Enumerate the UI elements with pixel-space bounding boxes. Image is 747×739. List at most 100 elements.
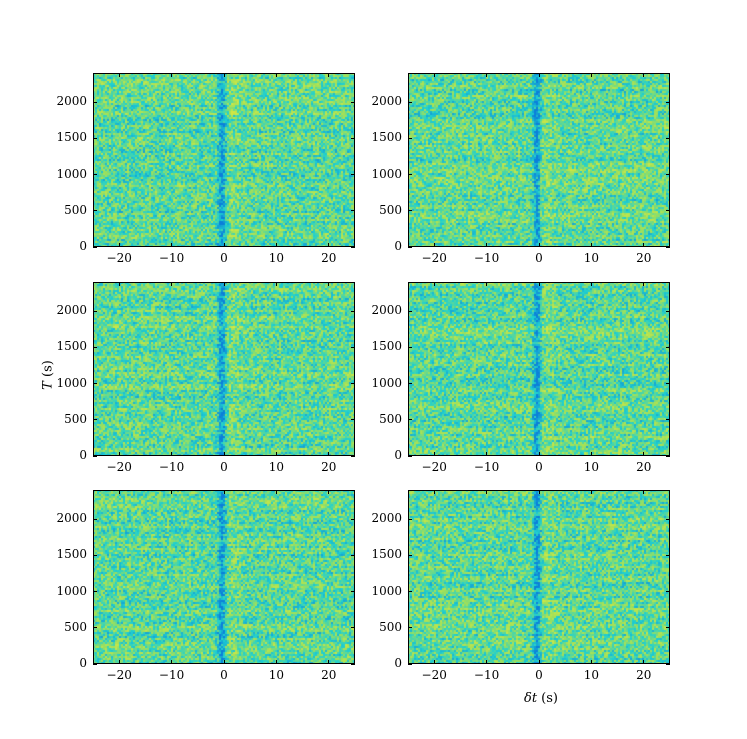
x-tick-mark [171, 660, 173, 664]
y-tick-mark [408, 591, 412, 592]
y-tick-label: 1000 [371, 166, 402, 181]
heatmap-image [93, 490, 355, 664]
heatmap-image [93, 73, 355, 247]
y-tick-label: 500 [64, 411, 87, 426]
x-tick-label: 0 [220, 251, 228, 265]
y-tick-label: 2000 [56, 94, 87, 108]
y-tick-mark [351, 663, 355, 665]
x-tick-mark [590, 282, 592, 286]
y-tick-mark [93, 455, 97, 457]
x-tick-mark [538, 243, 540, 247]
x-tick-label: −20 [106, 460, 132, 474]
x-tick-mark [590, 243, 592, 247]
y-tick-mark [351, 455, 355, 457]
axes-frame [93, 490, 355, 664]
x-tick-mark [328, 73, 330, 77]
y-tick-label: 1500 [56, 547, 87, 562]
y-tick-label: 0 [79, 656, 87, 670]
x-tick-mark [538, 452, 540, 456]
y-tick-label: 0 [394, 448, 402, 462]
y-tick-mark [351, 346, 355, 348]
y-tick-mark [666, 101, 670, 103]
x-tick-mark [275, 243, 277, 247]
x-tick-mark [118, 490, 120, 494]
y-tick-mark [666, 663, 670, 665]
x-tick-mark [643, 73, 645, 77]
x-tick-mark [275, 490, 277, 494]
y-tick-mark [93, 210, 97, 212]
heatmap-image [408, 73, 670, 247]
x-tick-mark [118, 243, 120, 247]
y-tick-mark [351, 246, 355, 248]
y-tick-label: 0 [394, 656, 402, 670]
y-tick-label: 2000 [371, 511, 402, 525]
y-tick-label: 2000 [371, 94, 402, 108]
y-tick-mark [408, 455, 412, 457]
x-tick-mark [486, 282, 488, 286]
heatmap-panel-5 [93, 490, 355, 664]
y-tick-label: 500 [379, 619, 402, 634]
y-tick-mark [93, 346, 97, 348]
x-tick-label: −10 [473, 251, 500, 265]
y-tick-label: 500 [64, 619, 87, 634]
heatmap-image [408, 490, 670, 664]
x-tick-label: 10 [268, 460, 285, 474]
heatmap-image [93, 282, 355, 456]
x-tick-mark [275, 73, 277, 77]
y-tick-label: 2000 [56, 303, 87, 317]
y-tick-mark [93, 101, 97, 103]
axes-frame [93, 73, 355, 247]
y-tick-label: 500 [379, 411, 402, 426]
y-tick-mark [93, 591, 97, 592]
heatmap-panel-1 [93, 73, 355, 247]
y-tick-mark [408, 210, 412, 212]
x-tick-label: 10 [268, 668, 285, 682]
x-tick-label: 10 [583, 668, 600, 682]
x-tick-mark [643, 243, 645, 247]
y-tick-mark [666, 518, 670, 520]
y-tick-mark [666, 310, 670, 312]
y-tick-mark [351, 174, 355, 175]
x-tick-label: −10 [158, 668, 185, 682]
x-tick-mark [433, 490, 435, 494]
x-tick-mark [538, 73, 540, 77]
x-tick-label: 10 [268, 251, 285, 265]
y-tick-mark [408, 346, 412, 348]
x-tick-mark [590, 73, 592, 77]
y-tick-mark [408, 310, 412, 312]
y-tick-mark [351, 627, 355, 629]
y-tick-label: 0 [79, 448, 87, 462]
x-tick-mark [223, 660, 225, 664]
x-tick-label: 20 [636, 668, 652, 682]
y-tick-mark [666, 554, 670, 556]
x-tick-mark [171, 243, 173, 247]
x-tick-mark [433, 282, 435, 286]
x-tick-mark [118, 660, 120, 664]
heatmap-panel-4 [408, 282, 670, 456]
x-tick-label: 0 [220, 668, 228, 682]
x-tick-mark [590, 490, 592, 494]
x-axis-label-unit: (s) [537, 691, 559, 706]
y-tick-mark [351, 419, 355, 421]
x-tick-mark [275, 452, 277, 456]
y-tick-mark [666, 455, 670, 457]
y-tick-label: 2000 [371, 303, 402, 317]
x-tick-mark [538, 660, 540, 664]
y-tick-mark [408, 101, 412, 103]
y-tick-mark [93, 627, 97, 629]
x-tick-mark [223, 490, 225, 494]
y-tick-label: 1000 [56, 583, 87, 598]
x-tick-mark [643, 452, 645, 456]
x-tick-label: 20 [321, 251, 337, 265]
y-tick-mark [351, 383, 355, 384]
x-tick-mark [118, 73, 120, 77]
y-tick-mark [666, 591, 670, 592]
axes-frame [408, 73, 670, 247]
y-tick-mark [351, 101, 355, 103]
y-tick-mark [666, 383, 670, 384]
axes-frame [408, 490, 670, 664]
y-tick-mark [351, 310, 355, 312]
x-tick-mark [223, 452, 225, 456]
x-tick-mark [171, 282, 173, 286]
y-tick-mark [93, 663, 97, 665]
